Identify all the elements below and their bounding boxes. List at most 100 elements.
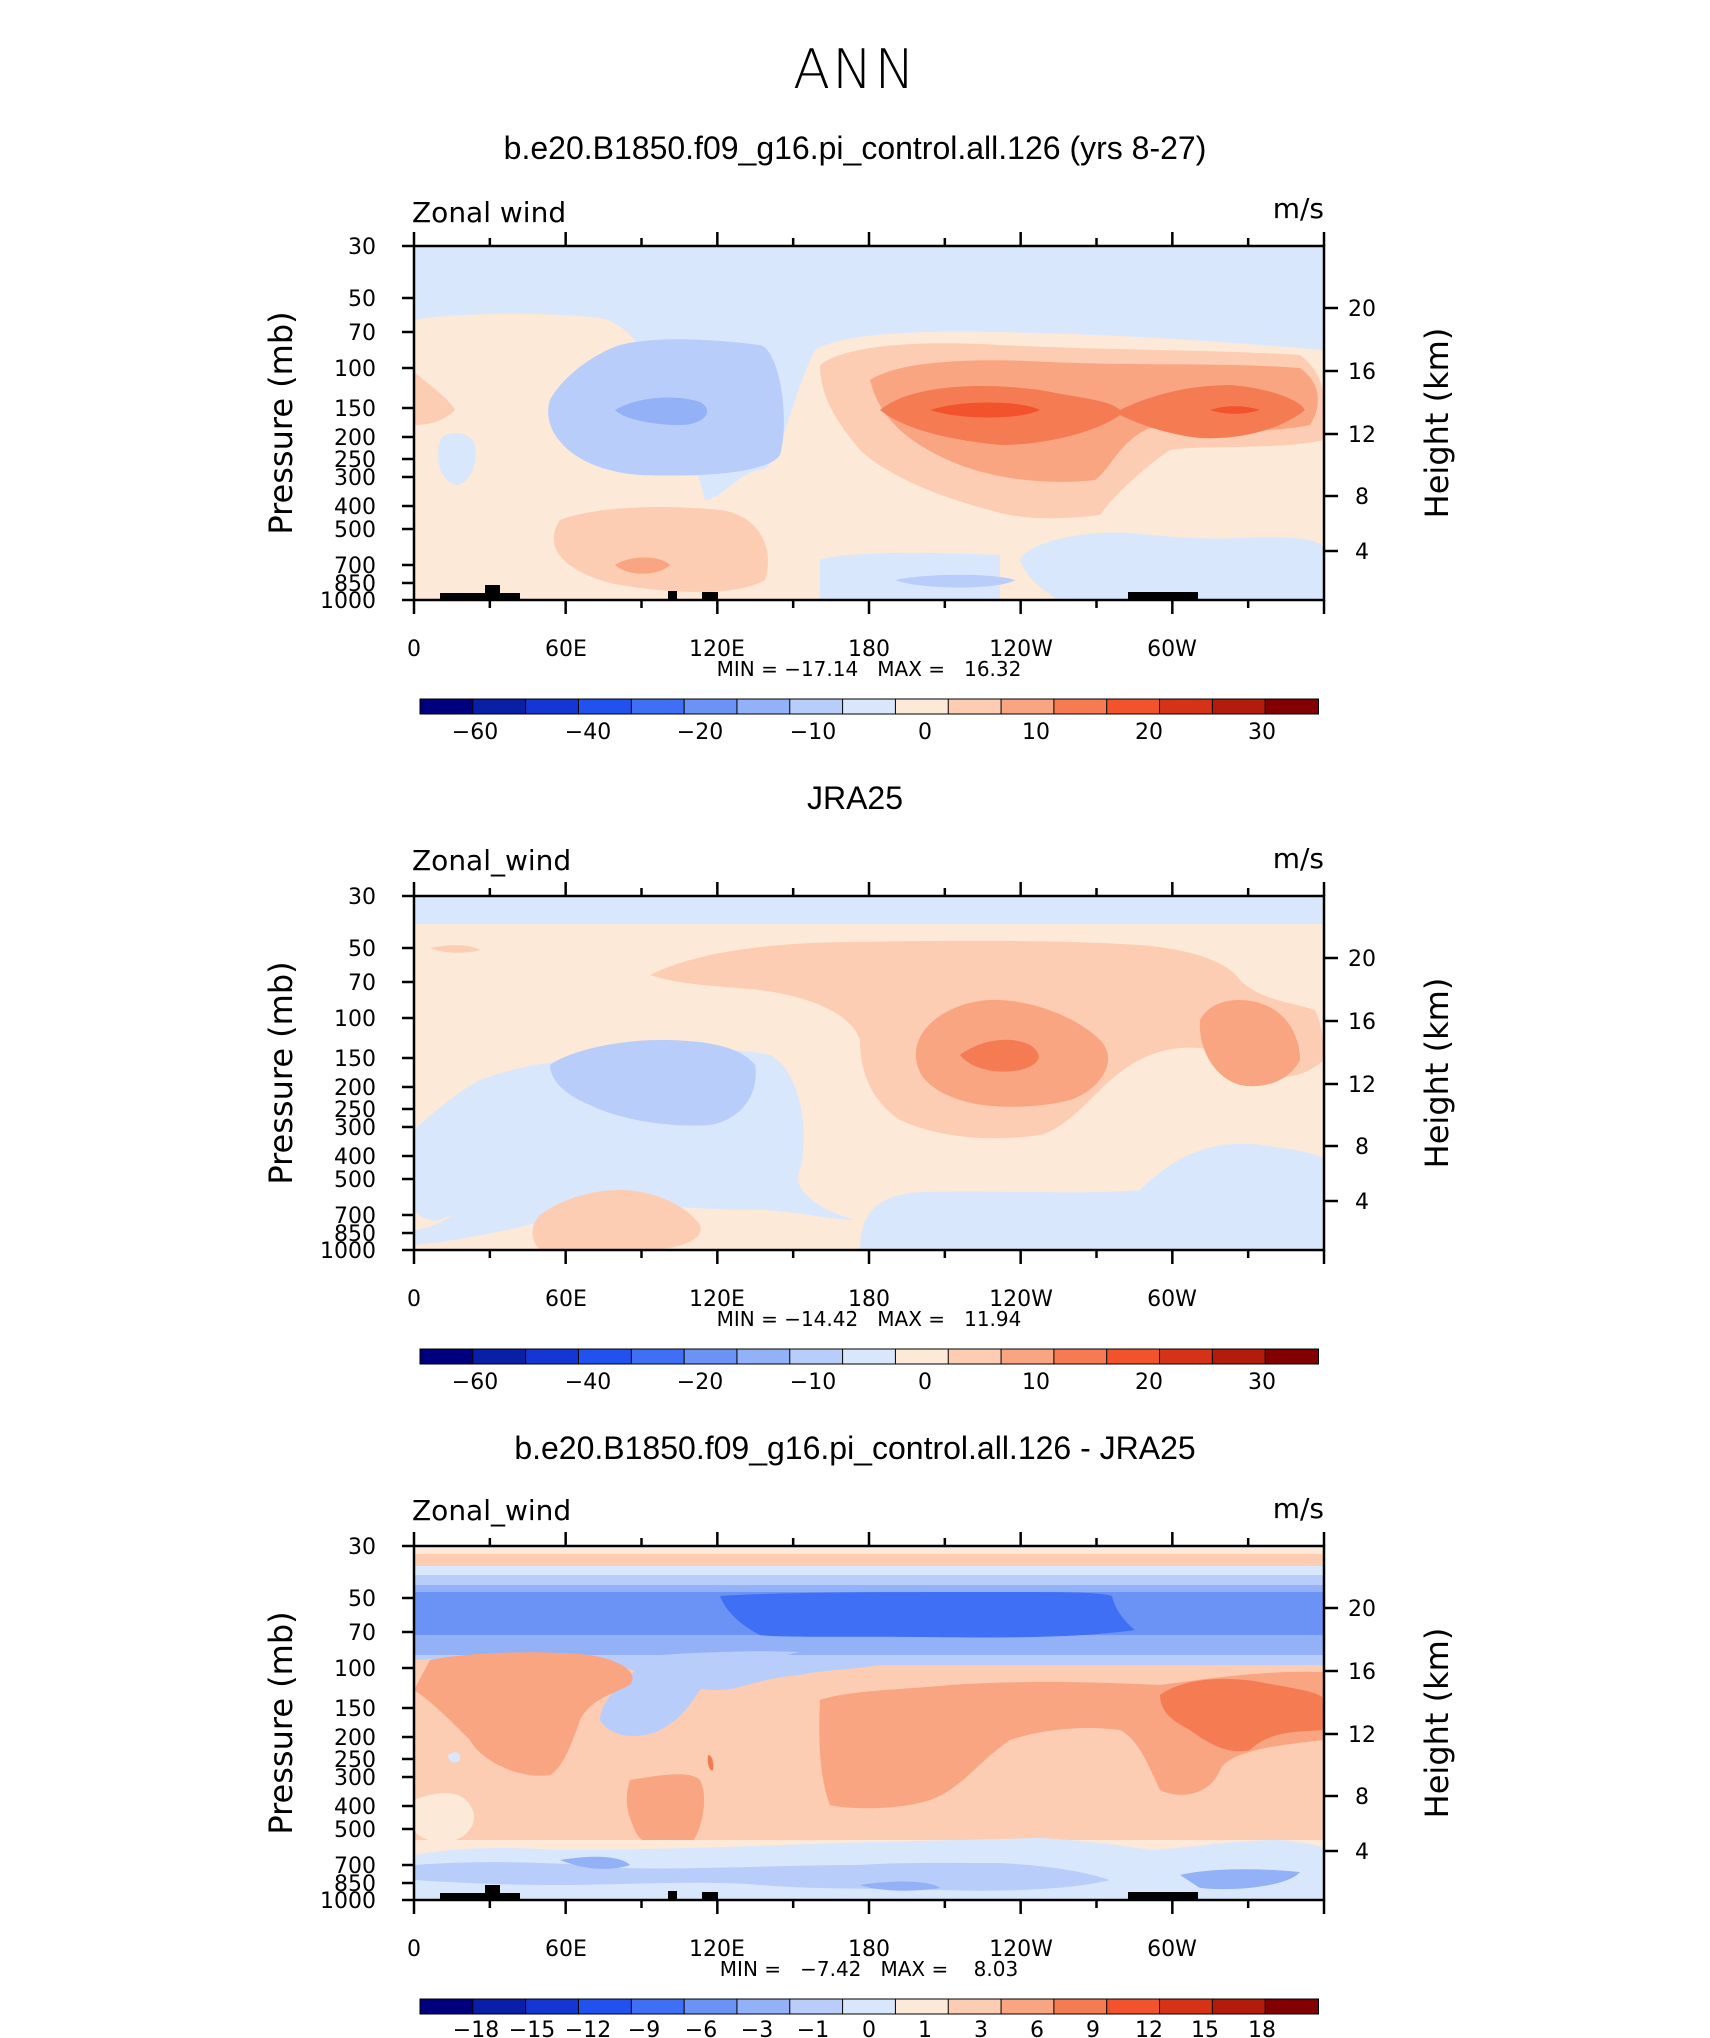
y-tick-label: 70 — [348, 1621, 376, 1646]
y-right-tick-label: 4 — [1355, 540, 1369, 565]
chart-reference: 0 60E 120E 180 120W 60W 30 50 70 100 150… — [262, 842, 1456, 1395]
x-axis: 0 60E 120E 180 120W 60W — [407, 1532, 1326, 1962]
x-tick-label: 0 — [407, 1937, 421, 1962]
x-tick-label: 180 — [848, 637, 890, 662]
x-tick-label: 60E — [545, 1937, 587, 1962]
colorbar-labels: −60 −40 −20 −10 0 10 20 30 — [452, 720, 1276, 745]
y-tick-label: 700 — [334, 554, 376, 579]
min-max-label: MIN = −14.42 MAX = 11.94 — [717, 1307, 1022, 1331]
y-tick-label: 400 — [334, 1795, 376, 1820]
y-tick-label: 70 — [348, 321, 376, 346]
colorbar-box — [947, 1998, 1003, 2015]
y-tick-label: 300 — [334, 1766, 376, 1791]
y-tick-label: 200 — [334, 1076, 376, 1101]
y-axis-right-title: Height (km) — [1418, 1628, 1456, 1819]
x-tick-label: 60W — [1147, 1287, 1197, 1312]
colorbar-label: −10 — [790, 1370, 836, 1395]
colorbar-label: −15 — [509, 2018, 555, 2038]
colorbar-box — [736, 1998, 791, 2015]
colorbar-label: 0 — [918, 720, 932, 745]
y-tick-label: 50 — [348, 937, 376, 962]
colorbar-label: −60 — [452, 1370, 498, 1395]
y-tick-label: 1000 — [320, 1889, 376, 1914]
colorbar-label: 6 — [1030, 2018, 1044, 2038]
x-tick-label: 60W — [1147, 1937, 1197, 1962]
colorbar-box — [1053, 1998, 1108, 2015]
colorbar-label: −20 — [677, 720, 723, 745]
y-right-tick-label: 8 — [1355, 1785, 1369, 1810]
y-tick-label: 500 — [334, 518, 376, 543]
y-right-tick-label: 20 — [1348, 297, 1376, 322]
y-tick-label: 100 — [334, 357, 376, 382]
x-tick-label: 120W — [989, 1287, 1053, 1312]
y-tick-label: 50 — [348, 1587, 376, 1612]
y-axis-title: Pressure (mb) — [262, 311, 300, 534]
colorbar-label: 20 — [1135, 1370, 1163, 1395]
y-tick-label: 70 — [348, 971, 376, 996]
x-axis: 0 60E 120E 180 120W 60W — [407, 882, 1326, 1312]
y-tick-label: 100 — [334, 1007, 376, 1032]
colorbar — [419, 698, 1320, 715]
y-tick-label: 30 — [348, 235, 376, 260]
colorbar-label: −12 — [565, 2018, 611, 2038]
variable-label: Zonal wind — [412, 196, 566, 229]
y-tick-label: 850 — [334, 1872, 376, 1897]
colorbar-box — [419, 1998, 474, 2015]
y-tick-label: 300 — [334, 1116, 376, 1141]
x-tick-label: 0 — [407, 637, 421, 662]
colorbar-label: −18 — [453, 2018, 499, 2038]
y-right-tick-label: 20 — [1348, 947, 1376, 972]
colorbar-label: −10 — [790, 720, 836, 745]
x-axis: 0 60E 120E 180 120W 60W — [407, 232, 1326, 662]
y-tick-label: 150 — [334, 1047, 376, 1072]
panel-title: JRA25 — [806, 780, 904, 816]
y-right-tick-label: 16 — [1348, 360, 1376, 385]
colorbar-label: −9 — [628, 2018, 660, 2038]
x-tick-label: 120W — [989, 1937, 1053, 1962]
y-tick-label: 850 — [334, 572, 376, 597]
y-tick-label: 250 — [334, 1098, 376, 1123]
y-tick-label: 50 — [348, 287, 376, 312]
colorbar-label: −1 — [797, 2018, 829, 2038]
colorbar-box — [1000, 1998, 1055, 2015]
y-tick-label: 200 — [334, 1726, 376, 1751]
colorbar-label: 10 — [1022, 720, 1050, 745]
y-right-tick-label: 12 — [1348, 423, 1376, 448]
colorbar-label: 12 — [1135, 2018, 1163, 2038]
colorbar-label: −40 — [565, 1370, 611, 1395]
colorbar-box — [1264, 1348, 1320, 1365]
colorbar-box — [525, 1998, 580, 2015]
y-axis-right: 20 16 12 8 4 — [1324, 1597, 1376, 1865]
colorbar — [419, 1998, 1320, 2015]
unit-label: m/s — [1273, 1492, 1324, 1525]
colorbar-box — [472, 1998, 527, 2015]
colorbar-label: 15 — [1191, 2018, 1219, 2038]
x-tick-label: 60E — [545, 1287, 587, 1312]
x-tick-label: 120E — [689, 1287, 745, 1312]
colorbar-box — [842, 1998, 897, 2015]
y-right-tick-label: 12 — [1348, 1723, 1376, 1748]
y-tick-label: 700 — [334, 1854, 376, 1879]
y-tick-label: 400 — [334, 495, 376, 520]
x-tick-label: 180 — [848, 1287, 890, 1312]
colorbar-label: −3 — [741, 2018, 773, 2038]
x-tick-label: 60E — [545, 637, 587, 662]
y-tick-label: 200 — [334, 426, 376, 451]
colorbar-label: −20 — [677, 1370, 723, 1395]
y-right-tick-label: 4 — [1355, 1190, 1369, 1215]
colorbar-label: 20 — [1135, 720, 1163, 745]
colorbar-box — [789, 1998, 844, 2015]
variable-label: Zonal_wind — [412, 844, 571, 877]
colorbar-label: −60 — [452, 720, 498, 745]
x-tick-label: 120W — [989, 637, 1053, 662]
page-title: ANN — [793, 38, 917, 101]
colorbar-label: 10 — [1022, 1370, 1050, 1395]
y-tick-label: 850 — [334, 1222, 376, 1247]
y-tick-label: 150 — [334, 397, 376, 422]
min-max-label: MIN = −17.14 MAX = 16.32 — [717, 657, 1022, 681]
colorbar-label: 30 — [1248, 1370, 1276, 1395]
colorbar-labels: −60 −40 −20 −10 0 10 20 30 — [452, 1370, 1276, 1395]
y-tick-label: 400 — [334, 1145, 376, 1170]
y-axis: 30 50 70 100 150 200 250 300 400 500 700… — [320, 235, 414, 614]
colorbar-label: 0 — [862, 2018, 876, 2038]
